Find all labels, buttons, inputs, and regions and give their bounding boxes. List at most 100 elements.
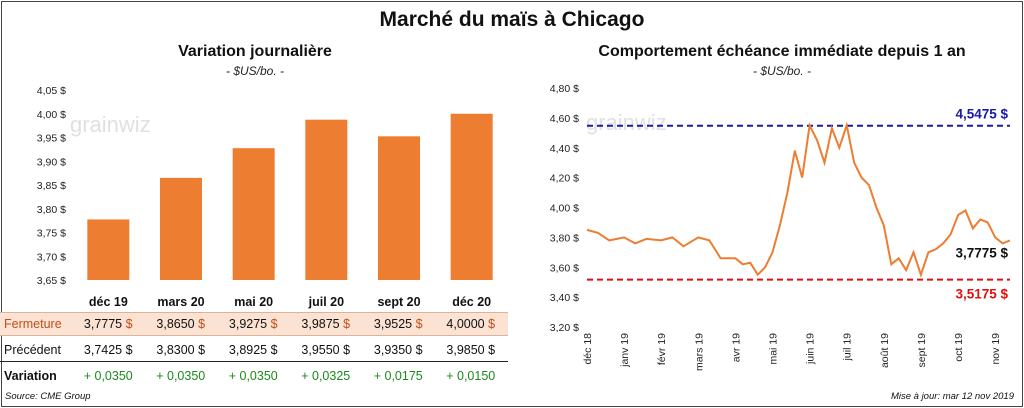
table-cell: + 0,0325 [301,369,351,383]
table-cell: + 0,0350 [156,369,206,383]
last-value-label: 3,7775 $ [955,246,1008,261]
x-tick-label: févr 19 [656,333,668,365]
bar [305,119,348,280]
x-tick-label: mars 19 [693,333,705,371]
x-tick-label: mars 20 [157,295,204,309]
table-row-fermeture: Fermeture 3,7775 $3,8650 $3,9275 $3,9875… [0,312,508,336]
table-cell: 3,9550 $ [290,343,363,357]
x-tick-label: juil 20 [308,295,344,309]
low-label: 3,5175 $ [955,287,1008,302]
cell-value: 3,7425 [83,342,126,357]
main-title: Marché du maïs à Chicago [379,8,645,31]
row-label: Variation [4,369,57,383]
table-cell: 3,8925 $ [217,343,290,357]
cell-currency: $ [488,317,496,331]
cell-value: 3,9550 [301,342,344,357]
line-chart: grainwiz 3,20 $ 3,40 $ 3,60 $ 3,80 $ 4,00 $ 4,… [550,83,1011,371]
table-cell: 3,9875 $ [290,317,363,331]
watermark-logo: grainwiz [70,112,151,137]
x-tick-label: juin 19 [805,333,817,365]
y-tick-label: 3,85 $ [37,180,66,192]
cell-currency: $ [415,317,423,331]
watermark-logo: grainwiz [586,110,667,135]
cell-currency: $ [343,317,351,331]
x-tick-label: sept 20 [377,295,420,309]
y-tick-label: 4,20 $ [550,173,579,185]
table-cell: 3,9275 $ [217,317,290,331]
cell-currency: $ [198,342,206,357]
table-cell: + 0,0150 [446,369,496,383]
bar [378,136,420,280]
table-row-variation: Variation + 0,0350 + 0,0350 + 0,0350 + 0,03… [0,364,508,388]
bar-chart: grainwiz 3,65 $ 3,70 $ 3,75 $ 3,80 $ 3,85 $ 3,… [37,85,493,309]
cell-currency: $ [415,342,423,357]
x-tick-label: déc 18 [582,333,594,365]
line-chart-subtitle: - $US/bo. - [752,64,812,78]
table-cell: 3,8650 $ [145,317,218,331]
table-cell: + 0,0350 [83,369,133,383]
source-note: Source: CME Group [5,391,91,402]
cell-currency: $ [125,317,133,331]
row-label: Précédent [4,342,61,357]
y-tick-label: 3,80 $ [550,232,579,244]
cell-currency: $ [125,342,133,357]
high-label: 4,5475 $ [955,107,1008,122]
bar [450,113,493,280]
y-tick-label: 3,20 $ [550,322,579,334]
y-tick-label: 4,05 $ [37,85,66,97]
y-tick-label: 3,95 $ [37,133,66,145]
table-cell: 3,8300 $ [145,343,218,357]
row-label: Fermeture [4,317,62,331]
table-cell: 3,7775 $ [72,317,145,331]
cell-value: 3,8300 [156,342,199,357]
y-tick-label: 3,70 $ [37,251,66,263]
cell-value: 3,8925 [228,342,271,357]
y-tick-label: 4,60 $ [550,113,579,125]
cell-currency: $ [270,342,278,357]
cell-value: 3,9525 [373,317,416,331]
y-tick-label: 3,80 $ [37,204,66,216]
table-cell: 4,0000 $ [435,317,508,331]
y-tick-label: 4,80 $ [550,83,579,95]
y-tick-label: 3,90 $ [37,156,66,168]
table-cell: + 0,0350 [228,369,278,383]
x-tick-label: mai 19 [768,333,780,365]
x-tick-label: déc 19 [89,295,128,309]
table-cell: 3,9850 $ [435,343,508,357]
cell-value: 3,8650 [156,317,199,331]
cell-value: 3,9275 [228,317,271,331]
bar-chart-title: Variation journalière [178,43,332,60]
update-note: Mise à jour: mar 12 nov 2019 [890,391,1014,402]
x-tick-label: sept 19 [916,333,928,368]
cell-currency: $ [198,317,206,331]
cell-value: 3,9875 [301,317,344,331]
x-tick-label: août 19 [879,333,891,368]
x-tick-label: avr 19 [730,333,742,362]
bar [160,177,202,280]
x-tick-label: nov 19 [990,333,1002,365]
price-series-line [586,121,1011,278]
cell-value: 4,0000 [446,317,489,331]
cell-currency: $ [488,342,496,357]
y-tick-label: 3,60 $ [550,262,579,274]
table-cell: + 0,0175 [373,369,423,383]
x-tick-label: déc 20 [452,295,491,309]
table-cell: 3,7425 $ [72,343,145,357]
table-row-precedent: Précédent 3,7425 $3,8300 $3,8925 $3,9550… [0,338,508,362]
cell-value: 3,9350 [373,342,416,357]
y-tick-label: 3,40 $ [550,292,579,304]
y-tick-label: 3,75 $ [37,228,66,240]
table-cell: 3,9525 $ [362,317,435,331]
x-tick-label: juil 19 [842,333,854,362]
y-tick-label: 4,00 $ [550,203,579,215]
cell-value: 3,7775 [83,317,126,331]
cell-currency: $ [343,342,351,357]
y-tick-label: 4,40 $ [550,143,579,155]
line-chart-title: Comportement échéance immédiate depuis 1… [598,43,966,60]
x-tick-label: oct 19 [953,333,965,362]
bar [87,219,130,280]
y-tick-label: 3,65 $ [37,275,66,287]
cell-currency: $ [270,317,278,331]
bar [232,148,275,280]
